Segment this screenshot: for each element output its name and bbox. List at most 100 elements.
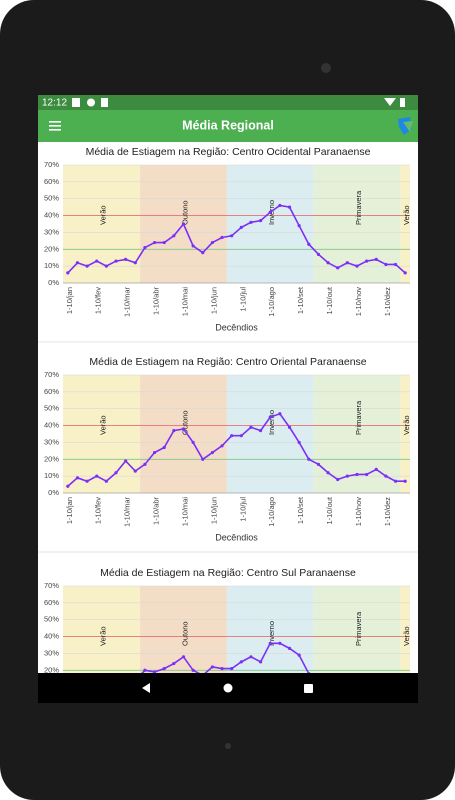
x-tick-label: 1-10/mai [180, 497, 189, 527]
menu-line [49, 121, 61, 123]
data-point [297, 653, 301, 657]
season-band [140, 375, 227, 493]
chart-title: Média de Estiagem na Região: Centro Orie… [89, 356, 366, 368]
y-tick-label: 10% [44, 261, 59, 270]
y-tick-label: 50% [44, 615, 59, 624]
data-point [143, 246, 147, 250]
x-tick-label: 1-10/dez [383, 497, 392, 526]
data-point [172, 234, 176, 238]
data-point [162, 667, 166, 671]
season-label: Outono [180, 410, 189, 435]
app-logo [398, 117, 413, 135]
season-label: Verão [99, 415, 108, 435]
logo-shape [403, 121, 413, 132]
season-band [226, 586, 314, 673]
data-point [210, 450, 215, 455]
data-point [336, 266, 340, 270]
data-point [249, 425, 253, 429]
season-label: Primavera [354, 611, 363, 646]
back-button[interactable] [142, 683, 150, 693]
data-point [355, 472, 359, 477]
x-tick-label: 1-10/abr [152, 287, 161, 315]
data-point [326, 261, 330, 265]
x-tick-label: 1-10/ago [267, 497, 276, 527]
x-tick-label: 1-10/out [325, 286, 334, 314]
data-point [220, 667, 224, 671]
data-point [365, 259, 369, 263]
data-point [152, 670, 157, 673]
data-point [191, 668, 195, 672]
season-label: Outono [180, 200, 189, 225]
x-tick-label: 1-10/set [296, 496, 305, 524]
data-point [307, 242, 311, 246]
season-label: Primavera [354, 190, 363, 225]
status-bar [38, 95, 418, 110]
data-point [85, 264, 89, 268]
season-band [140, 586, 227, 673]
y-tick-label: 40% [44, 632, 59, 641]
app-title: Média Regional [182, 118, 274, 132]
y-tick-label: 60% [44, 598, 59, 607]
season-band [226, 375, 314, 493]
y-tick-label: 40% [44, 211, 59, 220]
data-point [297, 440, 301, 445]
data-point [287, 646, 292, 650]
recents-button[interactable] [304, 684, 313, 693]
menu-button[interactable] [49, 121, 61, 131]
data-point [287, 425, 292, 429]
y-tick-label: 30% [44, 227, 59, 236]
chart-title: Média de Estiagem na Região: Centro Ocid… [86, 146, 371, 158]
data-point [75, 261, 80, 265]
data-point [316, 252, 321, 256]
data-point [85, 479, 89, 483]
data-point [230, 667, 234, 671]
season-band [400, 375, 410, 493]
x-tick-label: 1-10/mar [123, 287, 132, 318]
data-point [355, 264, 359, 268]
data-point [403, 479, 407, 483]
data-point [336, 477, 340, 482]
data-point [230, 434, 234, 438]
data-point [278, 203, 282, 208]
data-point [268, 415, 272, 419]
app-bar [38, 110, 418, 142]
battery-icon [400, 98, 405, 107]
season-band [400, 586, 410, 673]
data-point [181, 655, 186, 659]
camera [321, 63, 331, 73]
data-point [249, 220, 253, 224]
data-point [268, 641, 272, 645]
data-point [162, 445, 166, 450]
data-point [210, 665, 215, 669]
data-point [278, 641, 282, 645]
x-tick-label: 1-10/ago [267, 287, 276, 317]
x-tick-label: 1-10/jan [65, 287, 74, 314]
data-point [75, 476, 80, 480]
y-tick-label: 0% [48, 278, 59, 287]
y-tick-label: 20% [44, 665, 59, 674]
home-button[interactable] [223, 683, 233, 693]
season-band [63, 375, 141, 493]
x-axis-label: Decêndios [215, 322, 258, 332]
data-point [104, 479, 108, 483]
data-point [307, 672, 311, 673]
data-point [143, 668, 147, 672]
data-point [345, 474, 349, 478]
data-point [181, 222, 186, 226]
data-point [104, 264, 108, 268]
data-point [239, 434, 243, 438]
season-label: Verão [402, 205, 411, 225]
data-point [152, 240, 157, 245]
y-tick-label: 0% [48, 488, 59, 497]
data-point [258, 660, 263, 664]
data-point [133, 261, 137, 265]
data-point [258, 219, 263, 223]
season-label: Outono [180, 621, 189, 646]
data-point [249, 655, 253, 659]
data-point [133, 469, 137, 473]
data-point [239, 225, 243, 229]
x-tick-label: 1-10/set [296, 286, 305, 314]
y-tick-label: 70% [44, 581, 59, 590]
y-tick-label: 70% [44, 370, 59, 379]
